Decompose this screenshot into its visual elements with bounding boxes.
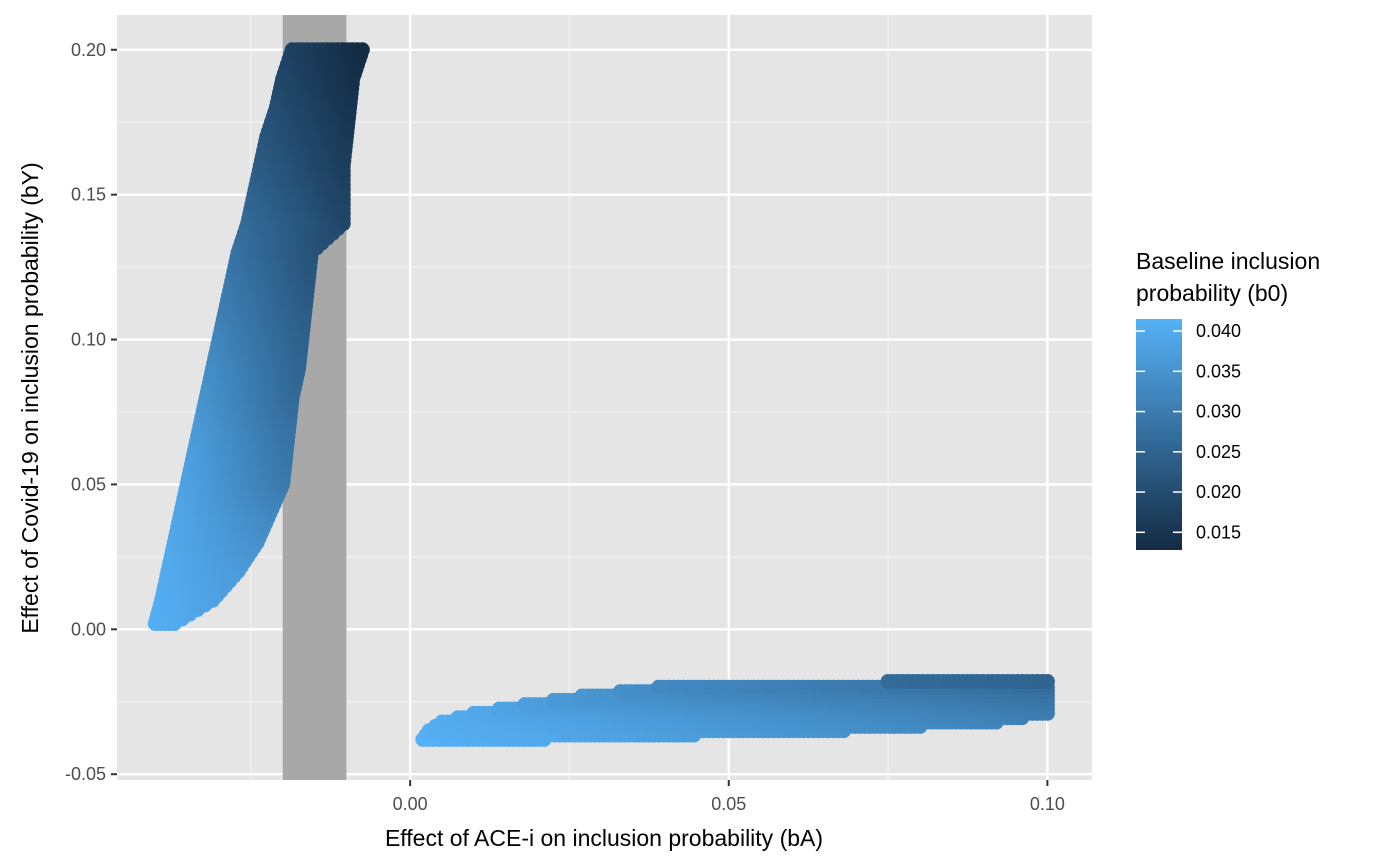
- y-tick-label: 0.00: [71, 619, 106, 639]
- point-region-2: [415, 673, 1055, 747]
- legend-break-label: 0.015: [1196, 522, 1241, 542]
- data-points: [147, 42, 1055, 747]
- legend-title-line-2: probability (b0): [1136, 280, 1288, 306]
- y-axis: -0.05 0.00 0.05 0.10 0.15 0.20: [65, 40, 117, 784]
- point-region-1: [147, 42, 370, 632]
- y-axis-title: Effect of Covid-19 on inclusion probabil…: [17, 162, 43, 633]
- legend-break-label: 0.030: [1196, 402, 1241, 422]
- y-tick-label: 0.05: [71, 474, 106, 494]
- y-tick-label: 0.20: [71, 40, 106, 60]
- y-tick-label: 0.10: [71, 330, 106, 350]
- legend-ticks: 0.040 0.035 0.030 0.025 0.020 0.015: [1136, 321, 1241, 542]
- x-tick-label: 0.05: [711, 794, 746, 814]
- x-axis: 0.00 0.05 0.10: [393, 780, 1065, 814]
- y-tick-label: -0.05: [65, 764, 106, 784]
- legend-break-label: 0.035: [1196, 361, 1241, 381]
- legend-title-line-1: Baseline inclusion: [1136, 248, 1320, 274]
- data-point: [354, 42, 370, 58]
- x-tick-label: 0.00: [393, 794, 428, 814]
- legend-break-label: 0.040: [1196, 321, 1241, 341]
- x-axis-title: Effect of ACE-i on inclusion probability…: [385, 825, 823, 851]
- legend-colorbar: [1136, 319, 1182, 550]
- data-point: [1039, 673, 1055, 689]
- y-tick-label: 0.15: [71, 185, 106, 205]
- color-legend: Baseline inclusion probability (b0) 0.04…: [1136, 248, 1320, 550]
- legend-break-label: 0.020: [1196, 482, 1241, 502]
- legend-break-label: 0.025: [1196, 442, 1241, 462]
- x-tick-label: 0.10: [1030, 794, 1065, 814]
